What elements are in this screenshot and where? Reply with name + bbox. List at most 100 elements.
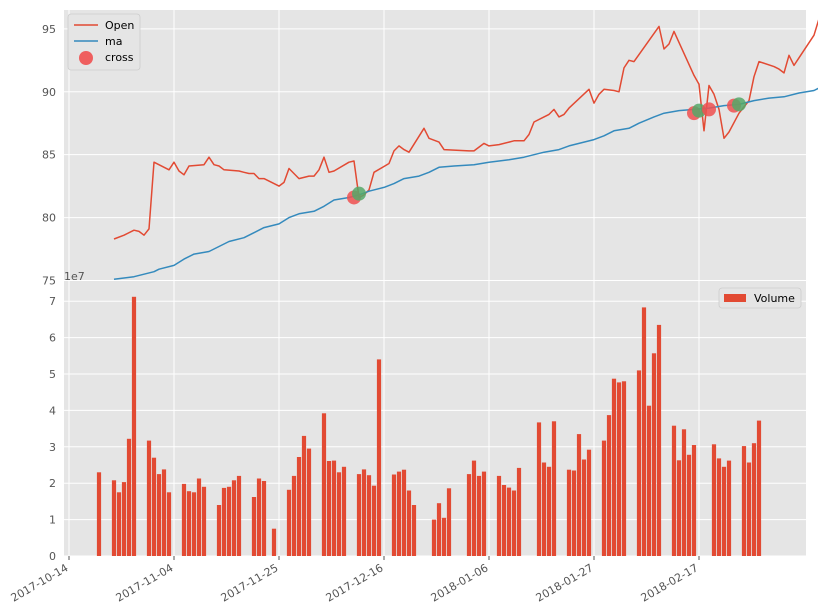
volume-bar bbox=[286, 489, 292, 556]
volume-bar bbox=[636, 370, 642, 556]
volume-bar bbox=[251, 497, 257, 556]
volume-bar bbox=[621, 381, 627, 556]
price-y-tick-label: 95 bbox=[42, 23, 56, 36]
volume-bar bbox=[546, 466, 552, 556]
volume-bar bbox=[406, 490, 412, 556]
volume-bar bbox=[741, 446, 747, 556]
series-line-open bbox=[113, 19, 818, 240]
price-y-tick-label: 75 bbox=[42, 274, 56, 287]
volume-y-tick-label: 5 bbox=[49, 368, 56, 381]
volume-bar bbox=[111, 480, 117, 556]
volume-bar bbox=[261, 481, 267, 556]
volume-bar bbox=[191, 492, 197, 556]
volume-bar bbox=[396, 471, 402, 556]
volume-bar bbox=[616, 382, 622, 556]
volume-bar bbox=[436, 503, 442, 556]
volume-legend-box bbox=[718, 287, 802, 309]
volume-bar bbox=[581, 459, 587, 556]
legend-volume-label: Volume bbox=[754, 292, 795, 305]
volume-bar bbox=[371, 485, 377, 556]
volume-bar bbox=[566, 469, 572, 556]
volume-bar bbox=[716, 458, 722, 556]
volume-bar bbox=[686, 454, 692, 556]
volume-bar bbox=[511, 490, 517, 556]
volume-bar bbox=[96, 472, 102, 556]
volume-bar bbox=[711, 444, 717, 556]
volume-bar bbox=[366, 475, 372, 556]
legend-open-label: Open bbox=[105, 19, 134, 32]
price-y-tick-label: 85 bbox=[42, 149, 56, 162]
volume-bar bbox=[576, 434, 582, 556]
volume-bar bbox=[641, 307, 647, 556]
volume-y-ticks: 0 1 2 3 4 5 6 7 bbox=[49, 295, 56, 563]
volume-bar bbox=[131, 296, 137, 556]
volume-bar bbox=[196, 478, 202, 556]
price-y-tick-label: 90 bbox=[42, 86, 56, 99]
volume-legend: Volume bbox=[718, 287, 802, 309]
volume-bar bbox=[681, 429, 687, 556]
volume-bar bbox=[331, 460, 337, 556]
volume-bar bbox=[746, 462, 752, 556]
volume-bar bbox=[411, 505, 417, 556]
volume-bar bbox=[356, 474, 362, 556]
volume-y-tick-label: 7 bbox=[49, 295, 56, 308]
volume-bar bbox=[571, 470, 577, 556]
volume-bar bbox=[291, 475, 297, 556]
volume-bar bbox=[301, 435, 307, 556]
date-x-ticks: 2017-10-14 2017-11-04 2017-11-25 2017-12-16… bbox=[9, 556, 701, 605]
volume-bar bbox=[751, 443, 757, 556]
volume-scale-label: 1e7 bbox=[64, 270, 85, 283]
volume-bar bbox=[671, 425, 677, 556]
volume-bar bbox=[506, 487, 512, 556]
volume-bar bbox=[601, 440, 607, 556]
volume-bar bbox=[691, 445, 697, 556]
volume-bar bbox=[181, 483, 187, 556]
volume-y-tick-label: 1 bbox=[49, 514, 56, 527]
volume-y-tick-label: 3 bbox=[49, 441, 56, 454]
volume-y-tick-label: 6 bbox=[49, 332, 56, 345]
volume-bar bbox=[446, 488, 452, 556]
volume-bar bbox=[496, 475, 502, 556]
volume-bar bbox=[306, 448, 312, 556]
volume-bar bbox=[341, 466, 347, 556]
volume-bars bbox=[96, 296, 762, 556]
x-tick-label: 2017-10-14 bbox=[9, 561, 71, 604]
volume-bar bbox=[221, 487, 227, 556]
x-tick-label: 2018-02-17 bbox=[639, 561, 701, 604]
volume-bar bbox=[401, 469, 407, 556]
volume-bar bbox=[476, 475, 482, 556]
volume-bar bbox=[471, 460, 477, 556]
legend-cross-label: cross bbox=[105, 51, 134, 64]
volume-bar bbox=[361, 469, 367, 556]
volume-bar bbox=[151, 457, 157, 556]
price-panel: 75 80 85 90 95 Open ma cross bbox=[42, 10, 818, 287]
volume-bar bbox=[201, 486, 207, 556]
cross-point-up bbox=[352, 186, 366, 201]
x-tick-label: 2017-12-16 bbox=[324, 561, 386, 604]
volume-bar bbox=[116, 492, 122, 556]
volume-bar bbox=[611, 378, 617, 556]
price-legend: Open ma cross bbox=[67, 13, 141, 71]
volume-bar bbox=[146, 440, 152, 556]
volume-y-tick-label: 0 bbox=[49, 550, 56, 563]
volume-bar bbox=[726, 460, 732, 556]
cross-markers bbox=[347, 97, 746, 205]
volume-y-tick-label: 4 bbox=[49, 404, 56, 417]
volume-bar bbox=[606, 415, 612, 556]
volume-bar bbox=[216, 505, 222, 556]
volume-bar bbox=[271, 528, 277, 556]
volume-bar bbox=[391, 474, 397, 556]
volume-bar bbox=[121, 482, 127, 556]
volume-bar bbox=[296, 457, 302, 556]
volume-bar bbox=[536, 422, 542, 556]
volume-bar bbox=[756, 420, 762, 556]
price-y-tick-label: 80 bbox=[42, 212, 56, 225]
volume-bar bbox=[126, 438, 132, 556]
volume-bar bbox=[651, 353, 657, 556]
legend-ma-label: ma bbox=[105, 35, 122, 48]
volume-bar bbox=[656, 324, 662, 556]
volume-bar bbox=[516, 467, 522, 556]
volume-bar bbox=[256, 478, 262, 556]
